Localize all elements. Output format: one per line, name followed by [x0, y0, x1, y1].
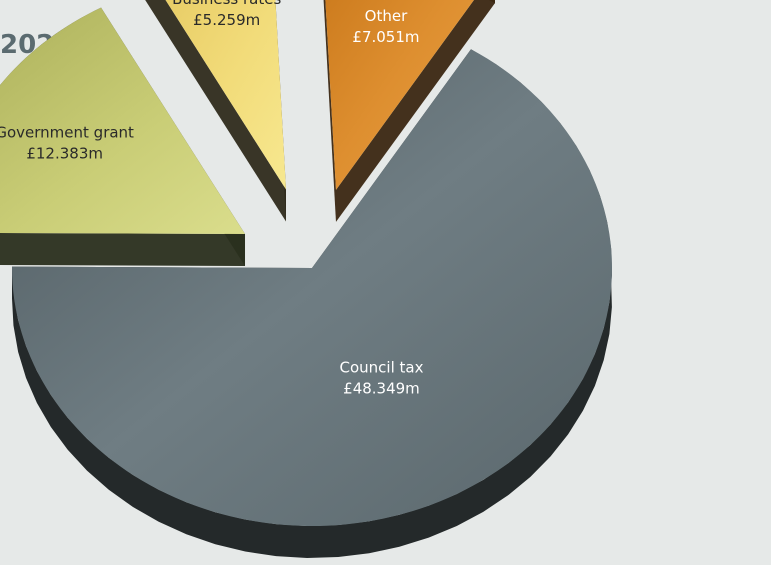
- slice-label-name: Council tax: [340, 358, 424, 376]
- slice-label-value: £48.349m: [343, 379, 420, 397]
- pie-slice-business-rates: [165, 0, 287, 190]
- pie-slice-cut-face-3-1: [335, 0, 495, 222]
- slice-label-name: Government grant: [0, 124, 134, 142]
- slice-label-value: £7.051m: [352, 28, 419, 46]
- slice-label-name: Other: [365, 7, 408, 25]
- slice-label-name: Business rates: [172, 0, 281, 8]
- slice-label-value: £12.383m: [26, 145, 103, 163]
- pie-slice-cut-face-2-0: [145, 0, 287, 222]
- pie-slice-government-grant: [0, 7, 246, 235]
- pie-slice-other: [325, 0, 474, 190]
- slice-label-value: £5.259m: [193, 11, 260, 29]
- pie-slice-cut-face-1-0: [0, 232, 246, 267]
- pie-slice-council-tax: [11, 49, 612, 527]
- pie-slice-cut-face-3-0: [323, 0, 336, 222]
